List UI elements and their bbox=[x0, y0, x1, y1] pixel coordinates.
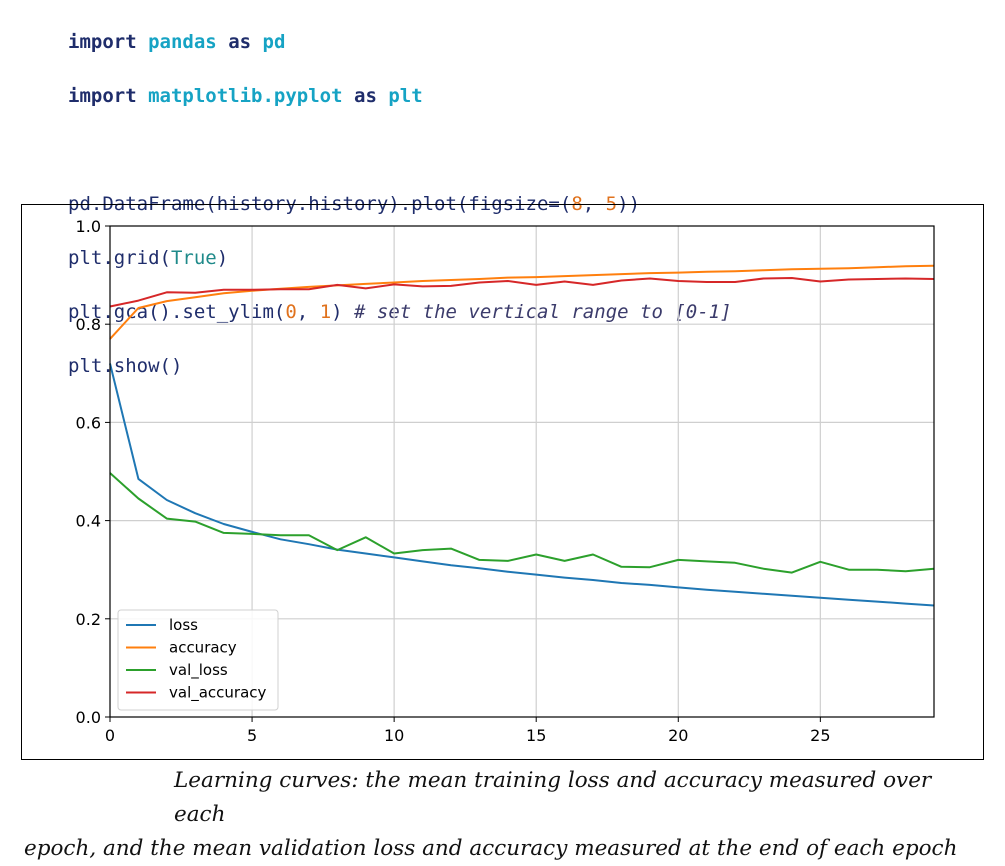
plot-area-border bbox=[109, 225, 935, 718]
code-keyword: import bbox=[68, 85, 137, 107]
y-tick-label: 0.6 bbox=[76, 413, 101, 432]
chart-legend bbox=[117, 609, 279, 711]
code-alias: plt bbox=[388, 85, 423, 107]
legend-label-loss: loss bbox=[169, 616, 198, 634]
series-line-loss bbox=[109, 363, 935, 607]
code-module: pandas bbox=[148, 31, 217, 53]
y-tick-label: 1.0 bbox=[76, 217, 101, 236]
x-tick-label: 15 bbox=[526, 726, 546, 745]
code-keyword: as bbox=[228, 31, 252, 53]
code-line-4: plt.grid(True) bbox=[68, 245, 732, 272]
learning-curves-chart: 0 5 10 15 20 250.00.20.40.60.81.0lossaccuracy… bbox=[76, 217, 935, 745]
code-text: plt.gca().set_ylim( bbox=[68, 301, 286, 323]
x-tick-label: 25 bbox=[810, 726, 830, 745]
series-line-val-accuracy bbox=[109, 277, 935, 308]
code-text: ) bbox=[216, 247, 229, 269]
x-tick-label: 10 bbox=[384, 726, 404, 745]
x-tick-label: 0 bbox=[105, 726, 115, 745]
y-tick-label: 0.8 bbox=[76, 315, 101, 334]
x-tick-label: 20 bbox=[668, 726, 688, 745]
code-constant: True bbox=[170, 247, 217, 269]
code-number: 0 bbox=[285, 301, 297, 323]
code-text: ) bbox=[331, 301, 355, 323]
code-text: plt.grid( bbox=[68, 247, 171, 269]
code-text: plt.show() bbox=[68, 355, 183, 377]
x-tick-label: 5 bbox=[247, 726, 257, 745]
code-comment: # set the vertical range to [0-1] bbox=[354, 301, 732, 323]
legend-label-val-loss: val_loss bbox=[169, 661, 228, 680]
code-module: matplotlib.pyplot bbox=[148, 85, 343, 107]
y-tick-label: 0.4 bbox=[76, 512, 101, 531]
series-line-val-loss bbox=[109, 472, 935, 574]
legend-label-accuracy: accuracy bbox=[169, 639, 237, 657]
legend-label-val-accuracy: val_accuracy bbox=[169, 684, 267, 703]
figure-frame bbox=[21, 204, 984, 760]
figure-caption: Learning curves: the mean training loss … bbox=[24, 764, 984, 866]
caption-line-1: Learning curves: the mean training loss … bbox=[174, 768, 932, 827]
code-alias: pd bbox=[262, 31, 286, 53]
code-line-2: import matplotlib.pyplot as plt bbox=[68, 83, 732, 110]
y-tick-label: 0.2 bbox=[76, 610, 101, 629]
caption-line-2: epoch, and the mean validation loss and … bbox=[24, 836, 958, 861]
code-keyword: import bbox=[68, 31, 137, 53]
code-line-5: plt.gca().set_ylim(0, 1) # set the verti… bbox=[68, 299, 732, 326]
code-number: 1 bbox=[319, 301, 332, 323]
code-line-6: plt.show() bbox=[68, 353, 732, 380]
code-keyword: as bbox=[354, 85, 377, 107]
code-text: , bbox=[296, 301, 320, 323]
code-line-1: import pandas as pd bbox=[68, 29, 732, 56]
y-tick-label: 0.0 bbox=[76, 708, 101, 727]
series-line-accuracy bbox=[109, 264, 935, 340]
